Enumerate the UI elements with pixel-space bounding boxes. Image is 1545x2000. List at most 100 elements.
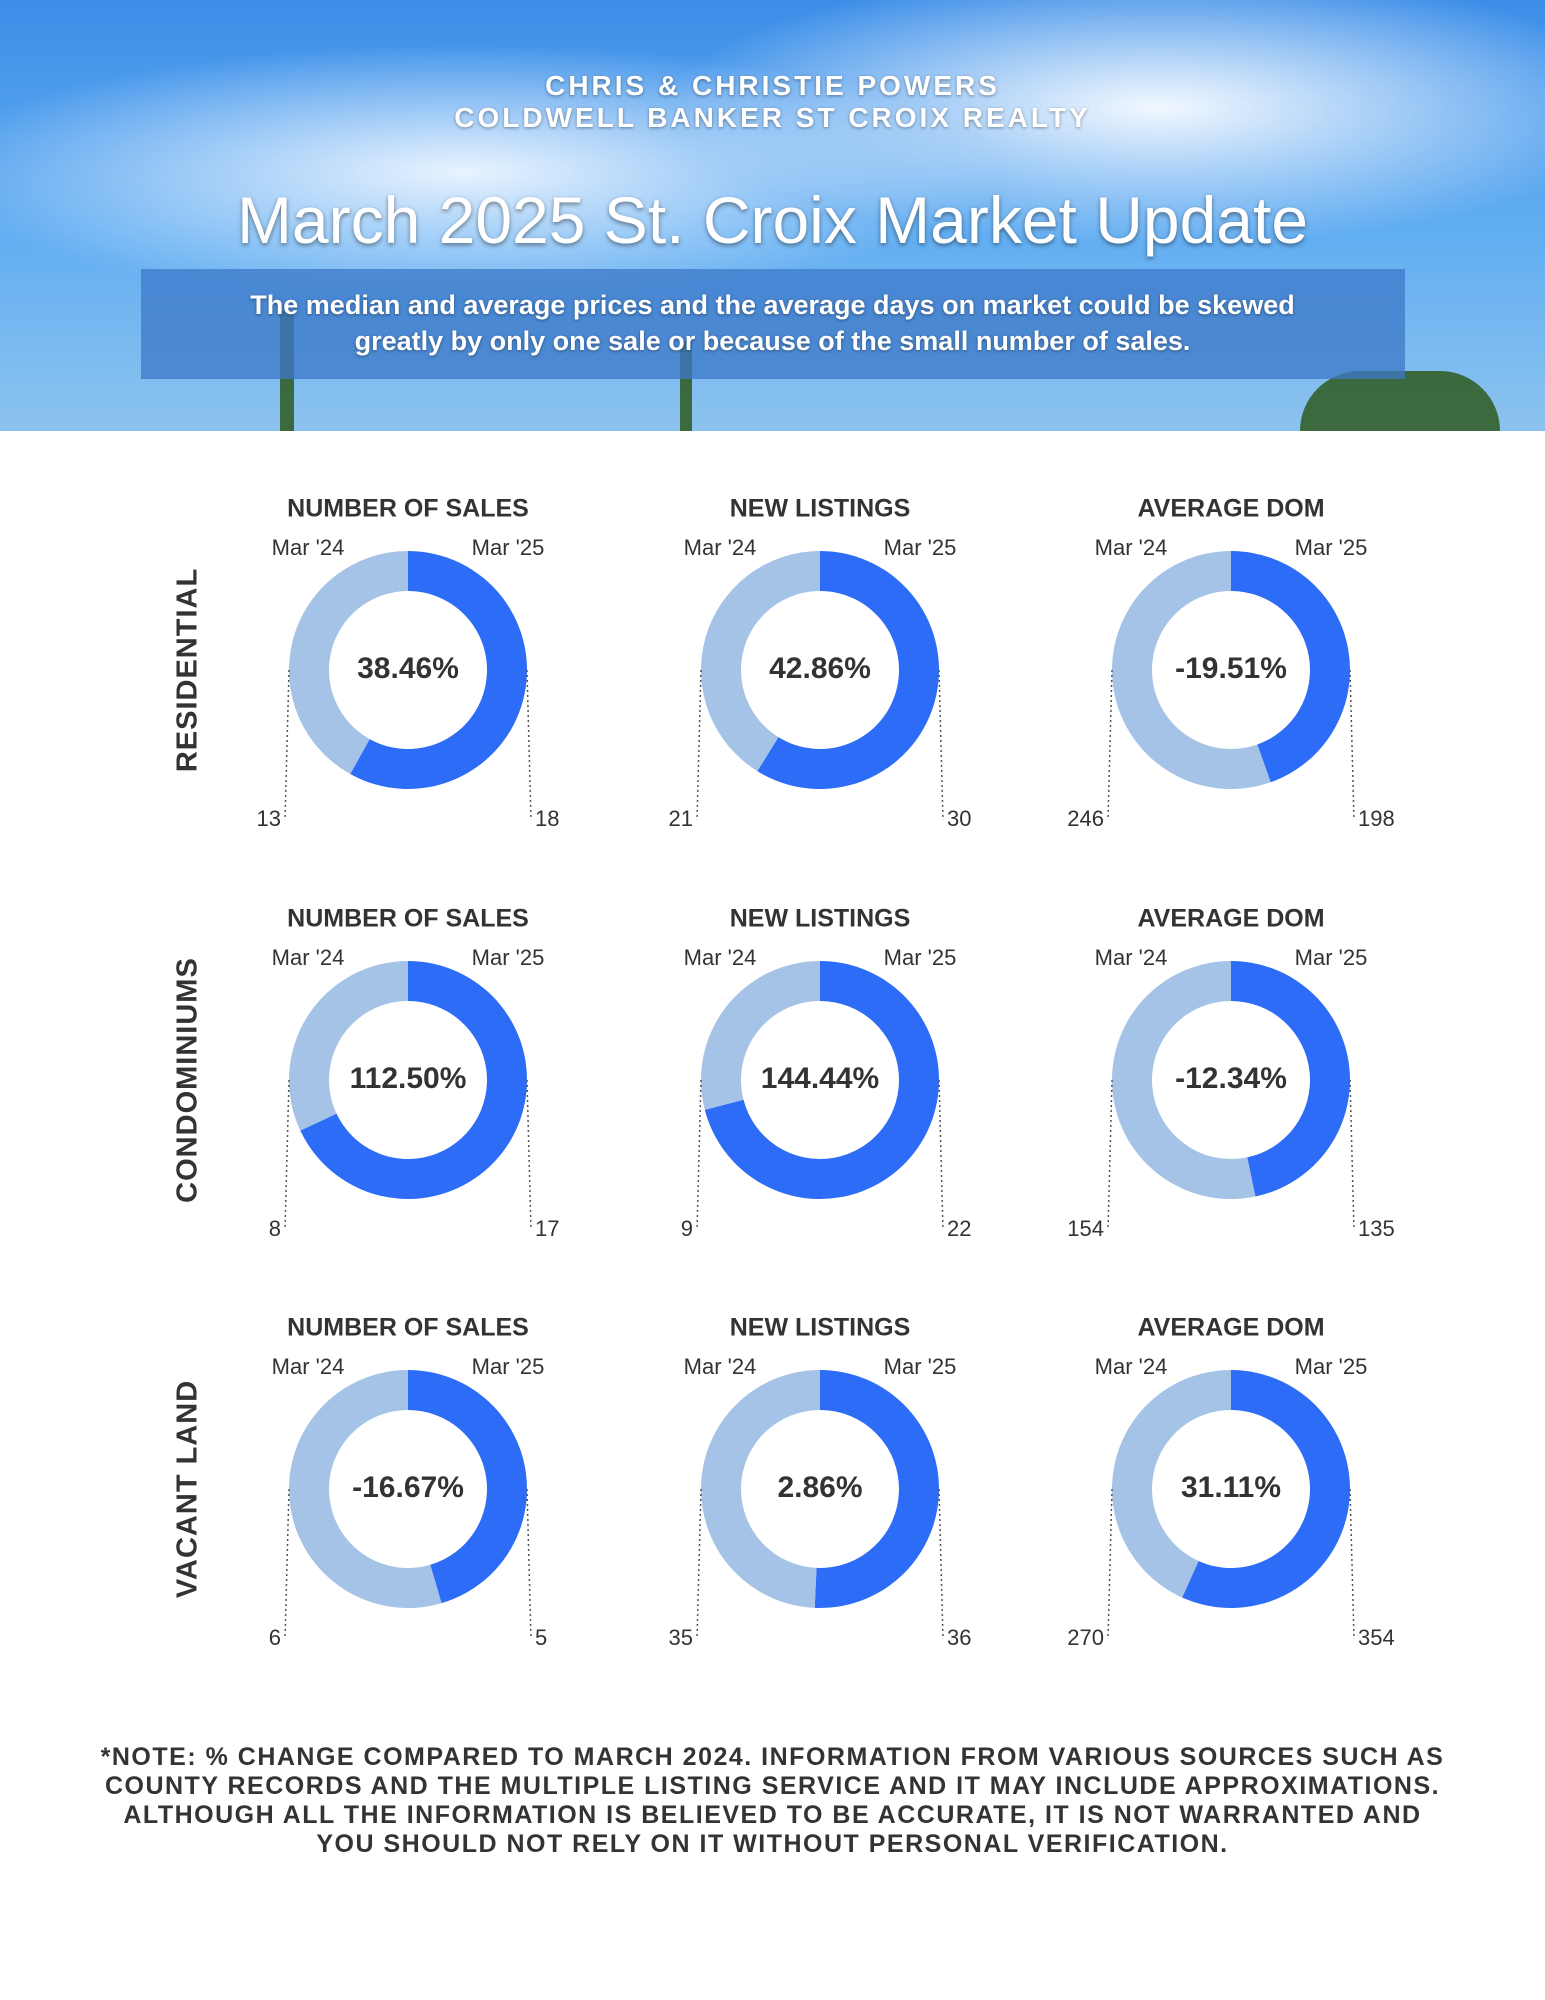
palm-leaves: [1300, 371, 1500, 431]
leader-line: [938, 669, 944, 821]
value-label: 13: [257, 806, 281, 831]
legend-label: Mar '24: [272, 945, 345, 970]
donut-segment: [1231, 551, 1350, 783]
leader-line: [1349, 1079, 1355, 1231]
donut-segment: [701, 551, 820, 772]
legend-label: Mar '25: [884, 945, 957, 970]
donut-segment: [1182, 1370, 1350, 1608]
legend-label: Mar '25: [884, 535, 957, 560]
chart-title: NEW LISTINGS: [730, 495, 911, 523]
chart-title: AVERAGE DOM: [1137, 1314, 1324, 1342]
donut-segment: [288, 551, 408, 775]
donut-segment: [814, 1370, 939, 1608]
center-label: -12.34%: [1175, 1062, 1287, 1095]
leader-line: [938, 1079, 944, 1231]
leader-line: [1107, 1488, 1113, 1640]
legend-label: Mar '24: [272, 1354, 345, 1379]
center-label: 144.44%: [761, 1062, 879, 1095]
donut-segment: [757, 551, 939, 789]
legend-label: Mar '24: [684, 945, 757, 970]
legend-label: Mar '24: [272, 535, 345, 560]
value-label: 154: [1067, 1216, 1104, 1241]
center-label: 42.86%: [769, 652, 871, 685]
leader-line: [696, 669, 702, 821]
legend-label: Mar '25: [472, 1354, 545, 1379]
donut-segment: [1231, 961, 1351, 1197]
value-label: 246: [1067, 806, 1104, 831]
leader-line: [526, 1488, 532, 1640]
legend-label: Mar '25: [1295, 535, 1368, 560]
legend-label: Mar '25: [884, 1354, 957, 1379]
leader-line: [526, 669, 532, 821]
brokerage: COLDWELL BANKER ST CROIX REALTY: [454, 102, 1091, 133]
title: March 2025 St. Croix Market Update: [236, 183, 1309, 257]
subtitle: The median and average prices and the av…: [250, 290, 1295, 356]
donut-segment: [700, 1370, 820, 1608]
value-label: 6: [269, 1625, 281, 1650]
legend-label: Mar '24: [684, 535, 757, 560]
value-label: 17: [535, 1216, 559, 1241]
value-label: 30: [947, 806, 971, 831]
subtitle-box: [141, 269, 1405, 379]
legend-label: Mar '25: [472, 945, 545, 970]
chart-title: NUMBER OF SALES: [287, 905, 529, 933]
donut-segment: [701, 961, 820, 1110]
value-label: 21: [669, 806, 693, 831]
value-label: 270: [1067, 1625, 1104, 1650]
chart-title: NEW LISTINGS: [730, 905, 911, 933]
donut-segment: [289, 1370, 442, 1608]
chart-title: NEW LISTINGS: [730, 1314, 911, 1342]
chart-title: AVERAGE DOM: [1137, 905, 1324, 933]
value-label: 5: [535, 1625, 547, 1650]
leader-line: [284, 1079, 290, 1231]
section-label: RESIDENTIAL: [172, 568, 204, 772]
center-label: -16.67%: [352, 1471, 464, 1504]
leader-line: [284, 1488, 290, 1640]
center-label: 38.46%: [357, 652, 459, 685]
center-label: -19.51%: [1175, 652, 1287, 685]
legend-label: Mar '25: [1295, 945, 1368, 970]
section-label: CONDOMINIUMS: [172, 957, 204, 1203]
value-label: 36: [947, 1625, 971, 1650]
value-label: 8: [269, 1216, 281, 1241]
leader-line: [1107, 669, 1113, 821]
leader-line: [938, 1488, 944, 1640]
value-label: 35: [669, 1625, 693, 1650]
chart-title: AVERAGE DOM: [1137, 495, 1324, 523]
leader-line: [526, 1079, 532, 1231]
leader-line: [696, 1079, 702, 1231]
leader-line: [1349, 669, 1355, 821]
leader-line: [1107, 1079, 1113, 1231]
donut-segment: [350, 551, 527, 789]
center-label: 112.50%: [350, 1062, 467, 1095]
donut-segment: [704, 961, 940, 1200]
center-label: 2.86%: [777, 1471, 862, 1504]
chart-title: NUMBER OF SALES: [287, 495, 529, 523]
legend-label: Mar '24: [684, 1354, 757, 1379]
value-label: 198: [1358, 806, 1395, 831]
value-label: 9: [681, 1216, 693, 1241]
chart-title: NUMBER OF SALES: [287, 1314, 529, 1342]
center-label: 31.11%: [1181, 1471, 1281, 1504]
leader-line: [696, 1488, 702, 1640]
section-label: VACANT LAND: [172, 1380, 204, 1598]
donut-segment: [289, 961, 408, 1131]
legend-label: Mar '24: [1095, 535, 1168, 560]
value-label: 135: [1358, 1216, 1395, 1241]
leader-line: [1349, 1488, 1355, 1640]
value-label: 354: [1358, 1625, 1395, 1650]
agents: CHRIS & CHRISTIE POWERS: [545, 70, 1000, 101]
legend-label: Mar '24: [1095, 1354, 1168, 1379]
charts: RESIDENTIAL CONDOMINIUMS VACANT LAND NUMBER…: [172, 495, 1395, 1650]
donut-segment: [1111, 1370, 1231, 1598]
donut-segment: [1112, 961, 1256, 1199]
legend-label: Mar '25: [1295, 1354, 1368, 1379]
donut-segment: [408, 1370, 528, 1604]
leader-line: [284, 669, 290, 821]
note: *NOTE: % CHANGE COMPARED TO MARCH 2024. …: [100, 1743, 1445, 1858]
value-label: 18: [535, 806, 559, 831]
value-label: 22: [947, 1216, 971, 1241]
donut-segment: [1112, 551, 1271, 789]
legend-label: Mar '24: [1095, 945, 1168, 970]
